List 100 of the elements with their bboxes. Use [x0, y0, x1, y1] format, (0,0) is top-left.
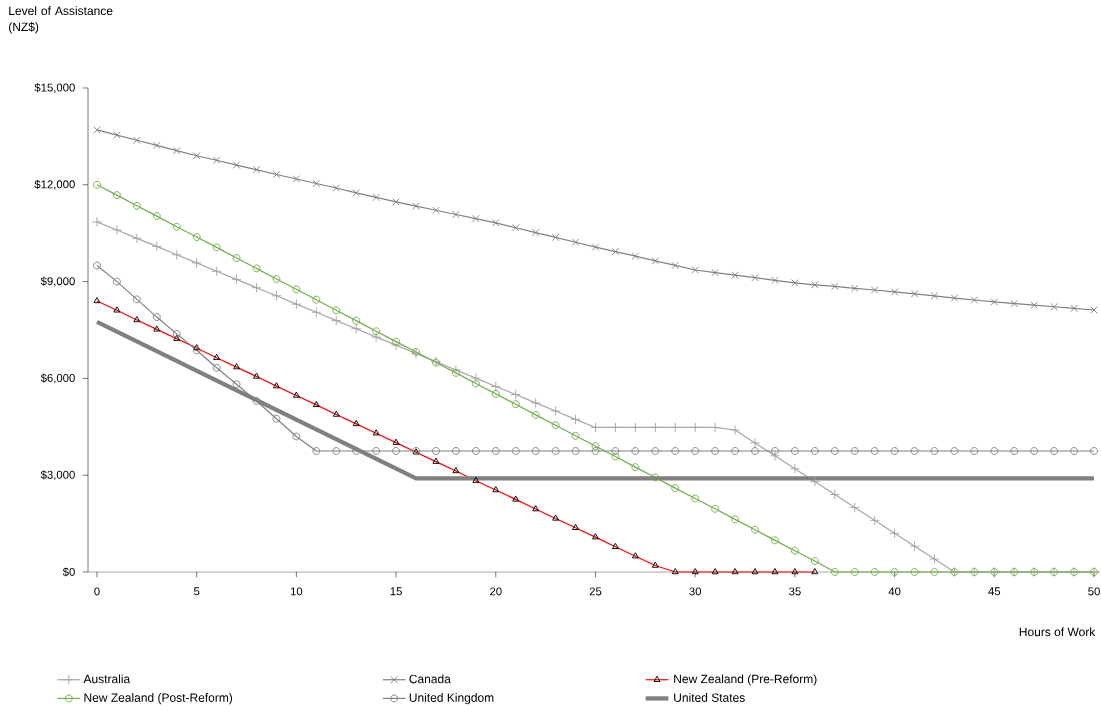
x-axis-title: Hours of Work: [1019, 627, 1096, 637]
point: [811, 281, 819, 289]
point: [450, 364, 462, 376]
point: [809, 476, 820, 487]
point: [591, 447, 600, 455]
point: [252, 397, 261, 405]
point: [212, 156, 221, 165]
y-tick-label: $9,000: [40, 276, 75, 287]
point: [691, 494, 700, 503]
point: [470, 372, 481, 384]
point: [909, 541, 920, 552]
point: [1070, 304, 1078, 313]
x-tick-label: 25: [589, 587, 602, 596]
point: [153, 141, 161, 150]
point: [1030, 301, 1038, 309]
point: [111, 224, 123, 236]
point: [531, 447, 540, 455]
point: [91, 216, 103, 228]
x-tick-label: 30: [689, 587, 702, 596]
x-tick-label: 15: [390, 587, 402, 596]
point: [551, 447, 560, 455]
point: [491, 447, 500, 455]
point: [292, 285, 301, 294]
point: [451, 368, 460, 377]
point: [272, 275, 281, 283]
point: [292, 175, 301, 183]
legend-label: Australia: [83, 674, 131, 684]
point: [492, 219, 500, 227]
point: [312, 179, 321, 188]
point: [432, 206, 440, 215]
point: [1030, 447, 1039, 455]
legend-label: New Zealand (Pre-Reform): [674, 674, 817, 686]
point: [531, 410, 540, 419]
point: [751, 525, 759, 534]
point: [631, 447, 640, 455]
point: [829, 489, 840, 500]
point: [731, 447, 740, 455]
point: [651, 473, 660, 482]
point: [232, 380, 241, 389]
point: [392, 337, 401, 346]
point: [152, 313, 161, 322]
point: [831, 282, 839, 291]
y-tick-label: $15,000: [34, 83, 75, 93]
point: [591, 442, 600, 451]
x-tick-label: 5: [193, 587, 200, 596]
point: [352, 316, 361, 325]
point: [530, 397, 541, 409]
point: [511, 447, 520, 455]
point: [112, 277, 121, 286]
point: [830, 568, 839, 576]
point: [810, 557, 819, 565]
point: [651, 257, 660, 265]
point: [771, 276, 779, 285]
point: [132, 295, 141, 304]
point: [531, 228, 540, 237]
point: [1050, 302, 1058, 311]
y-tick-label: $6,000: [40, 373, 75, 384]
x-tick-label: 0: [94, 587, 100, 596]
point: [352, 189, 360, 197]
point: [1050, 447, 1059, 455]
point: [850, 568, 859, 576]
legend-label: United Kingdom: [409, 693, 494, 705]
point: [231, 274, 242, 285]
point: [890, 288, 899, 296]
point: [850, 447, 859, 455]
point: [232, 254, 241, 262]
point: [212, 243, 221, 252]
point: [510, 389, 521, 400]
point: [471, 379, 480, 388]
point: [850, 284, 859, 293]
point: [471, 447, 480, 455]
point: [751, 447, 759, 455]
point: [372, 327, 381, 336]
x-tick-label: 35: [789, 587, 801, 596]
point: [93, 180, 101, 189]
point: [970, 296, 979, 304]
point: [731, 271, 739, 279]
point: [790, 447, 799, 455]
point: [870, 447, 879, 455]
y-axis-title: Level of Assistance (NZ$): [9, 6, 113, 34]
point: [570, 414, 581, 425]
point: [929, 553, 940, 565]
point: [869, 515, 880, 526]
point: [271, 290, 282, 301]
point: [711, 504, 720, 513]
point: [372, 447, 381, 455]
point: [611, 447, 620, 455]
point: [789, 463, 801, 474]
point: [930, 447, 939, 455]
point: [511, 400, 520, 409]
point: [810, 447, 819, 455]
point: [790, 546, 799, 555]
point: [252, 264, 261, 273]
x-tick-label: 40: [888, 587, 901, 596]
point: [791, 279, 799, 287]
point: [432, 447, 440, 455]
point: [133, 136, 141, 145]
point: [151, 241, 162, 252]
point: [930, 292, 939, 300]
point: [131, 233, 142, 244]
